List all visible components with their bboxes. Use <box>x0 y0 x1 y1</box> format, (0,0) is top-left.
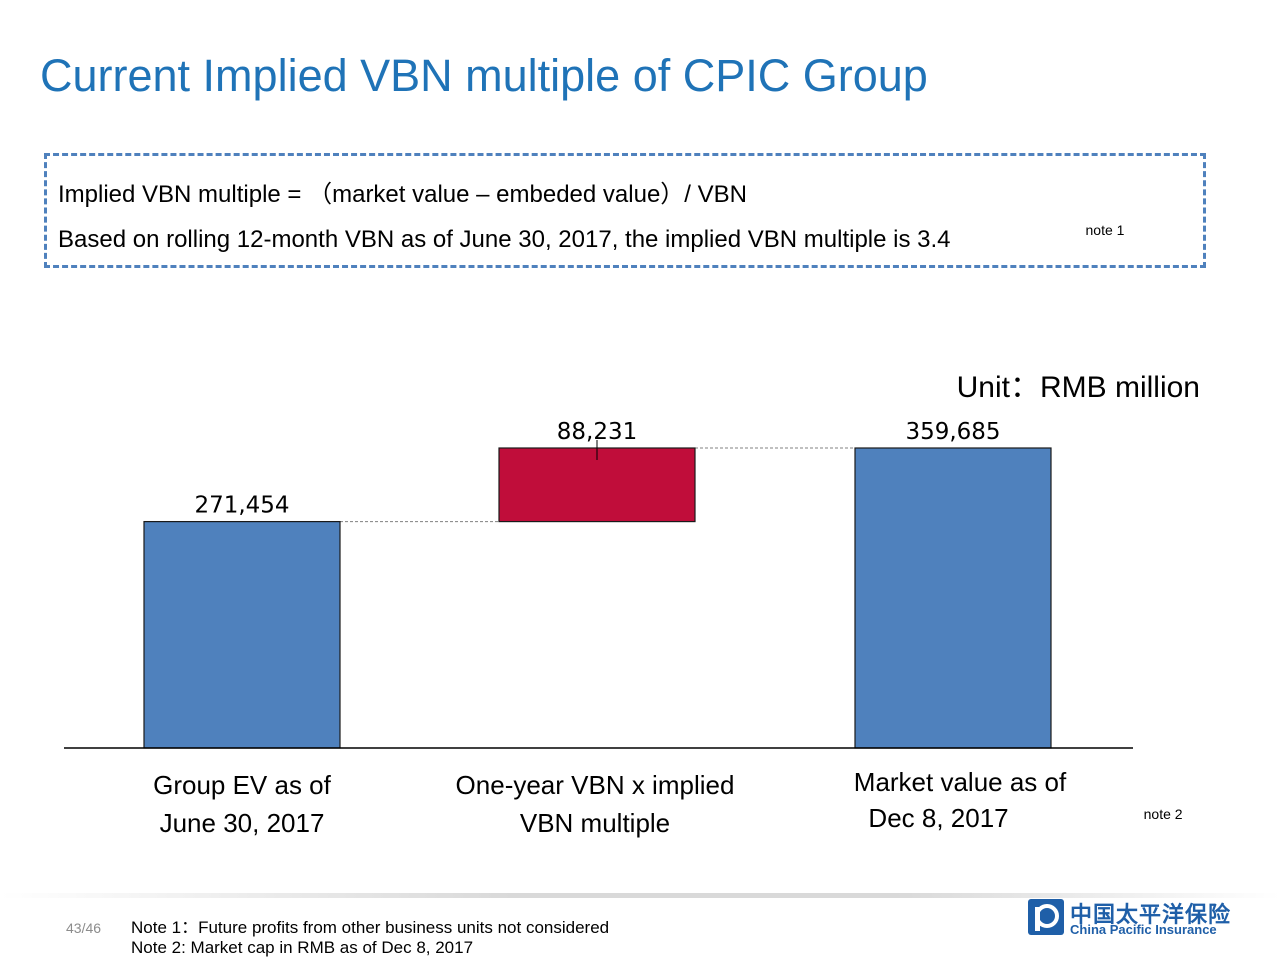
definition-box <box>44 153 1206 268</box>
implied-multiple-sentence: Based on rolling 12-month VBN as of June… <box>58 226 951 253</box>
company-logo: 中国太平洋保险 China Pacific Insurance <box>1028 897 1238 941</box>
formula-text: Implied VBN multiple = （market value – e… <box>58 181 747 208</box>
category-label-market-value: Market value as of Dec 8, 2017 note 2 <box>810 764 1183 836</box>
category-label-line: Dec 8, 2017 note 2 <box>810 800 1182 836</box>
bar <box>143 520 341 749</box>
footnote-1: Note 1：Future profits from other busines… <box>131 918 610 937</box>
category-label-text: Dec 8, 2017 <box>868 803 1009 833</box>
bar <box>854 447 1052 749</box>
data-label: 359,685 <box>905 419 1000 445</box>
category-label-line: Market value as of <box>853 767 1067 797</box>
footer-divider <box>0 893 1280 898</box>
category-label-line: VBN multiple <box>519 808 671 838</box>
category-label-line: One-year VBN x implied <box>455 770 735 800</box>
cpic-logo-icon <box>1028 899 1064 935</box>
category-label-line: Group EV as of <box>153 770 331 800</box>
footnote-2: Note 2: Market cap in RMB as of Dec 8, 2… <box>131 938 474 957</box>
page-number: 43/46 <box>66 920 102 936</box>
category-label-line: June 30, 2017 <box>159 808 325 838</box>
logo-english-name: China Pacific Insurance <box>1070 922 1217 937</box>
bar <box>498 447 696 523</box>
note-1-ref: note 1 <box>1085 222 1125 238</box>
unit-label: Unit：RMB million <box>956 371 1200 404</box>
note-2-ref: note 2 <box>1143 806 1183 822</box>
category-label-group-ev: Group EV as of June 30, 2017 <box>112 766 372 842</box>
logo-chinese-name: 中国太平洋保险 <box>1070 902 1232 927</box>
implied-multiple-text: Based on rolling 12-month VBN as of June… <box>58 222 1124 254</box>
data-label: 271,454 <box>194 493 289 519</box>
category-label-vbn: One-year VBN x implied VBN multiple <box>440 766 750 842</box>
page-title: Current Implied VBN multiple of CPIC Gro… <box>40 50 928 101</box>
